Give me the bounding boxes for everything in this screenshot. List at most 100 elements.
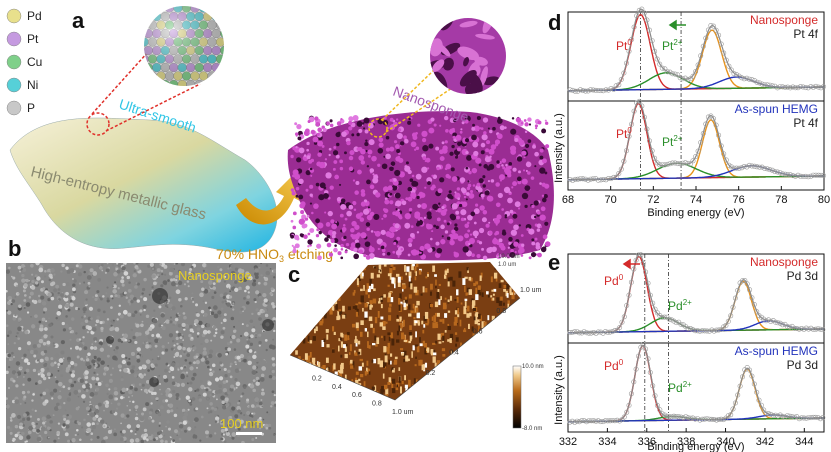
sponge-grain: [506, 254, 511, 259]
afm-spike: [309, 351, 312, 358]
afm-spike: [399, 386, 402, 394]
sponge-grain: [416, 195, 420, 200]
sponge-grain: [531, 238, 535, 242]
sem-grain: [106, 297, 110, 300]
sem-grain: [271, 302, 275, 306]
sponge-grain: [480, 142, 486, 148]
sem-grain: [272, 279, 276, 283]
sponge-grain: [473, 125, 480, 132]
data-point: [813, 326, 819, 332]
atom-cluster-shade: [144, 6, 224, 86]
sponge-grain: [360, 192, 366, 197]
sem-grain: [69, 268, 75, 273]
afm-spike: [473, 375, 476, 383]
sem-grain: [93, 355, 97, 360]
sem-grain: [16, 414, 22, 419]
afm-spike: [445, 394, 448, 400]
data-point: [746, 76, 752, 82]
sem-grain: [143, 297, 148, 302]
afm-spike: [340, 354, 343, 358]
sem-grain: [82, 400, 86, 403]
sponge-grain: [341, 226, 347, 232]
sponge-grain: [537, 252, 542, 258]
sponge-grain: [530, 251, 537, 258]
afm-spike: [360, 288, 363, 292]
afm-spike: [306, 313, 309, 318]
afm-spike: [488, 386, 491, 389]
afm-spike: [405, 301, 408, 307]
sem-grain: [130, 351, 136, 357]
zoom-line: [91, 51, 149, 115]
sem-grain: [202, 300, 205, 303]
data-point: [777, 84, 783, 90]
sponge-grain: [318, 230, 322, 235]
sem-grain: [254, 300, 257, 304]
afm-spike: [362, 307, 364, 312]
afm-spike: [441, 348, 446, 352]
sponge-grain: [427, 214, 432, 220]
sem-grain: [140, 434, 144, 438]
data-point: [780, 171, 786, 177]
sem-grain: [124, 338, 128, 342]
data-point: [735, 287, 741, 293]
sem-grain: [217, 265, 220, 269]
afm-spike: [296, 372, 300, 380]
data-point: [690, 158, 696, 164]
sponge-grain: [420, 192, 426, 198]
sem-grain: [152, 318, 158, 324]
sem-grain: [171, 381, 176, 386]
data-point: [629, 36, 635, 42]
peak-label-pd0: Pd0: [604, 358, 624, 373]
sponge-grain: [420, 253, 427, 260]
sem-grain: [43, 363, 47, 368]
sem-grain: [234, 360, 237, 364]
sem-grain: [168, 384, 171, 387]
afm-spike: [499, 338, 502, 342]
panel-label-b: b: [8, 236, 21, 261]
afm-spike: [408, 294, 412, 299]
sem-grain: [234, 378, 238, 382]
afm-spike: [449, 295, 453, 301]
sem-grain: [237, 427, 241, 431]
afm-spike: [440, 380, 444, 385]
sem-pit: [106, 336, 114, 344]
afm-spike: [437, 390, 441, 393]
data-point: [611, 86, 617, 92]
sem-grain: [166, 409, 171, 414]
afm-spike: [302, 287, 305, 293]
sem-grain: [177, 345, 182, 351]
afm-spike: [312, 387, 316, 392]
sponge-grain: [315, 182, 320, 187]
data-point: [600, 177, 606, 183]
afm-spike: [302, 379, 306, 384]
sem-grain: [90, 432, 94, 436]
afm-spike: [481, 292, 484, 298]
sem-grain: [38, 338, 44, 344]
sem-grain: [7, 353, 11, 358]
sem-grain: [98, 296, 101, 299]
sem-grain: [145, 314, 150, 319]
afm-spike: [309, 273, 313, 276]
afm-spike: [473, 282, 477, 287]
sem-grain: [228, 295, 233, 299]
sponge-grain: [467, 221, 470, 225]
afm-spike: [482, 398, 485, 400]
sem-grain: [33, 299, 38, 305]
data-point: [711, 328, 717, 334]
sponge-grain: [340, 243, 344, 248]
sponge-grain: [333, 247, 338, 253]
afm-spike: [334, 265, 337, 270]
sponge-grain: [407, 186, 413, 192]
data-point: [708, 113, 714, 119]
afm-spike: [399, 316, 402, 321]
afm-spike: [467, 375, 472, 381]
sponge-grain: [351, 220, 357, 227]
sem-grain: [252, 354, 257, 360]
data-point: [698, 140, 704, 146]
sem-grain: [111, 263, 115, 267]
sponge-grain: [297, 136, 302, 141]
sem-grain: [57, 381, 63, 387]
afm-spike: [464, 301, 467, 308]
sponge-grain: [396, 149, 401, 154]
